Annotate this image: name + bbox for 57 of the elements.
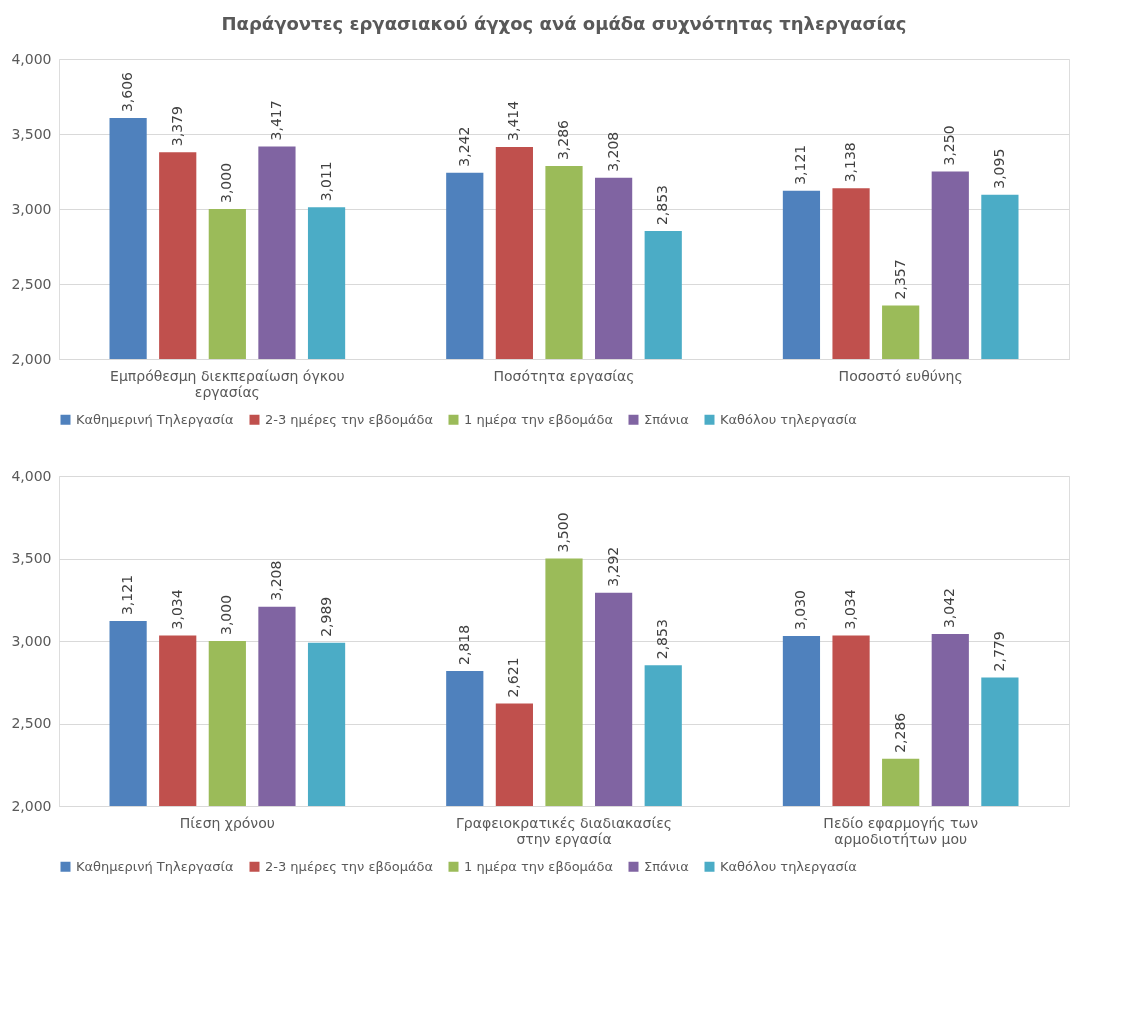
data-label: 3,095 bbox=[990, 148, 1007, 189]
data-label: 3,121 bbox=[792, 144, 809, 185]
data-label: 3,292 bbox=[604, 546, 621, 587]
legend-label: 2-3 ημέρες την εβδομάδα bbox=[265, 858, 433, 874]
x-tick-label: Εμπρόθεσμη διεκπεραίωση όγκου εργασίας bbox=[110, 367, 345, 400]
data-label: 2,286 bbox=[891, 712, 908, 753]
legend-label: Καθόλου τηλεργασία bbox=[720, 858, 857, 874]
x-tick-label: Ποσότητα εργασίας bbox=[493, 367, 635, 384]
data-label: 3,138 bbox=[842, 142, 859, 183]
data-label: 2,621 bbox=[505, 657, 522, 698]
y-tick-label: 2,500 bbox=[11, 715, 52, 731]
data-label: 2,989 bbox=[317, 596, 334, 637]
data-label: 3,250 bbox=[941, 125, 958, 166]
data-label: 3,011 bbox=[317, 161, 334, 202]
data-label: 3,242 bbox=[455, 126, 472, 167]
data-label: 2,853 bbox=[654, 184, 671, 226]
data-label: 3,000 bbox=[218, 162, 235, 203]
data-label: 2,853 bbox=[654, 619, 671, 660]
legend-label: 1 ημέρα την εβδομάδα bbox=[464, 411, 613, 427]
legend-label: 1 ημέρα την εβδομάδα bbox=[464, 858, 613, 874]
legend-label: Καθόλου τηλεργασία bbox=[720, 411, 857, 427]
y-tick-label: 3,000 bbox=[11, 632, 52, 649]
chart-title: Παράγοντες εργασιακού άγχος ανά ομάδα συχνότητας τηλεργασίας bbox=[221, 13, 907, 34]
data-label: 3,379 bbox=[168, 106, 185, 147]
y-tick-label: 2,500 bbox=[11, 275, 52, 292]
y-tick-label: 3,000 bbox=[11, 200, 52, 217]
legend-label: Καθημερινή Τηλεργασία bbox=[76, 858, 234, 874]
data-label: 3,500 bbox=[555, 512, 571, 553]
data-label: 2,779 bbox=[990, 631, 1007, 672]
data-label: 3,208 bbox=[267, 560, 284, 601]
data-label: 3,417 bbox=[267, 100, 284, 141]
data-label: 3,606 bbox=[119, 71, 136, 113]
data-label: 3,000 bbox=[218, 594, 235, 635]
data-label: 2,818 bbox=[455, 624, 472, 666]
data-label: 3,034 bbox=[842, 589, 859, 630]
data-label: 3,208 bbox=[604, 131, 621, 172]
y-tick-label: 2,000 bbox=[11, 797, 52, 814]
data-label: 2,357 bbox=[891, 259, 908, 300]
legend-label: Σπάνια bbox=[644, 411, 689, 427]
x-tick-label: Πεδίο εφαρμογής των αρμοδιοτήτων μου bbox=[823, 814, 979, 847]
data-label: 3,030 bbox=[792, 589, 809, 631]
y-tick-label: 4,000 bbox=[11, 50, 52, 67]
y-tick-label: 2,000 bbox=[11, 350, 52, 367]
data-label: 3,286 bbox=[555, 119, 571, 161]
legend-label: 2-3 ημέρες την εβδομάδα bbox=[265, 411, 433, 427]
data-label: 3,414 bbox=[505, 100, 522, 141]
x-tick-label: Ποσοστό ευθύνης bbox=[838, 367, 963, 384]
y-tick-label: 4,000 bbox=[11, 467, 52, 484]
data-label: 3,034 bbox=[168, 589, 185, 630]
y-tick-label: 3,500 bbox=[11, 550, 52, 566]
x-tick-label: Πίεση χρόνου bbox=[179, 814, 275, 831]
y-tick-label: 3,500 bbox=[11, 125, 52, 142]
legend-label: Καθημερινή Τηλεργασία bbox=[76, 411, 234, 427]
legend-label: Σπάνια bbox=[644, 858, 689, 874]
x-tick-label: Γραφειοκρατικές διαδιακασίες στην εργασία bbox=[456, 814, 672, 847]
data-label: 3,042 bbox=[941, 587, 958, 629]
data-label: 3,121 bbox=[119, 574, 136, 616]
